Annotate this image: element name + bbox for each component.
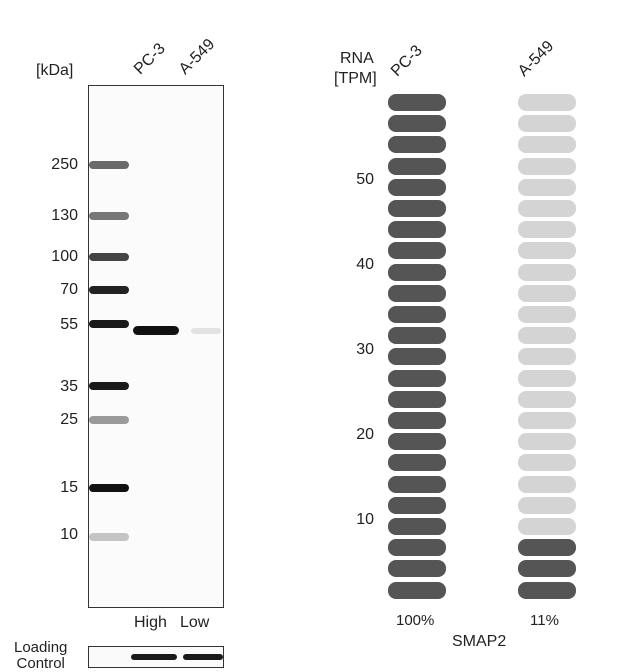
sample-band-pc3 (133, 326, 179, 335)
rna-pill (518, 560, 576, 578)
rna-pill (388, 390, 446, 408)
rna-pill (518, 539, 576, 557)
rna-pill (518, 306, 576, 323)
rna-pill (518, 178, 576, 196)
rna-pill (388, 518, 446, 535)
rna-pill (518, 581, 576, 599)
rna-pill (518, 242, 576, 260)
rna-pill (388, 178, 446, 196)
rna-pill (388, 581, 446, 599)
rna-pill (388, 157, 446, 175)
rna-pill (518, 200, 576, 217)
gene-name-label: SMAP2 (452, 633, 507, 650)
rna-pill (518, 94, 576, 111)
rna-pill (388, 348, 446, 366)
ladder-band-15 (89, 484, 129, 492)
sample-band-a549 (191, 328, 221, 334)
rna-pill (388, 200, 446, 217)
lane-label-a549: A-549 (175, 35, 219, 78)
rna-pill (518, 327, 576, 345)
rna-pill (388, 115, 446, 133)
rna-pill (388, 327, 446, 345)
rna-pill (388, 369, 446, 387)
ladder-band-25 (89, 416, 129, 424)
loading-control-label: Loading Control (14, 639, 68, 672)
rna-pill (388, 539, 446, 557)
rna-percent-a549: 11% (530, 612, 559, 629)
label-low: Low (180, 614, 210, 631)
rna-pill (388, 242, 446, 260)
rna-pill (388, 306, 446, 323)
western-blot-image (88, 85, 224, 608)
rna-pill (518, 454, 576, 472)
rna-pill-column-pc3 (388, 0, 446, 670)
rna-pill (518, 348, 576, 366)
rna-ytick-30: 30 (356, 341, 374, 358)
lane-label-pc3: PC-3 (130, 40, 169, 78)
ladder-band-250 (89, 161, 129, 169)
marker-label-25: 25 (60, 411, 78, 428)
kda-unit-label: [kDa] (36, 62, 74, 79)
rna-pill (518, 433, 576, 451)
marker-label-35: 35 (60, 378, 78, 395)
rna-pill (388, 433, 446, 451)
rna-axis-label-line1: RNA (340, 50, 374, 67)
label-high: High (134, 614, 167, 631)
ladder-band-100 (89, 253, 129, 261)
ladder-band-10 (89, 533, 129, 541)
loading-band-pc3 (131, 654, 177, 660)
rna-percent-pc3: 100% (396, 612, 435, 629)
rna-pill (388, 284, 446, 302)
rna-ytick-40: 40 (356, 256, 374, 273)
marker-label-100: 100 (51, 248, 78, 265)
rna-pill (518, 263, 576, 281)
rna-pill (388, 496, 446, 514)
rna-pill (388, 412, 446, 429)
rna-pill (518, 496, 576, 514)
rna-pill (518, 136, 576, 154)
rna-pill (388, 136, 446, 154)
marker-label-15: 15 (60, 479, 78, 496)
marker-label-10: 10 (60, 526, 78, 543)
ladder-band-55 (89, 320, 129, 328)
rna-ytick-50: 50 (356, 171, 374, 188)
ladder-band-35 (89, 382, 129, 390)
marker-label-70: 70 (60, 281, 78, 298)
rna-pill (518, 475, 576, 493)
rna-pill (388, 94, 446, 111)
rna-pill (518, 369, 576, 387)
ladder-band-70 (89, 286, 129, 294)
marker-label-250: 250 (51, 156, 78, 173)
rna-pill (518, 115, 576, 133)
rna-pill (388, 560, 446, 578)
ladder-band-130 (89, 212, 129, 220)
rna-pill (388, 454, 446, 472)
loading-band-a549 (183, 654, 223, 660)
rna-pill (518, 390, 576, 408)
rna-pill (518, 221, 576, 239)
rna-ytick-20: 20 (356, 426, 374, 443)
rna-ytick-10: 10 (356, 511, 374, 528)
rna-pill (518, 284, 576, 302)
marker-label-55: 55 (60, 316, 78, 333)
rna-pill (388, 221, 446, 239)
rna-pill (518, 518, 576, 535)
rna-axis-label-line2: [TPM] (334, 70, 377, 87)
rna-pill (518, 412, 576, 429)
marker-label-130: 130 (51, 207, 78, 224)
rna-pill (388, 475, 446, 493)
rna-pill-column-a549 (518, 0, 576, 670)
loading-control-blot (88, 646, 224, 668)
rna-pill (518, 157, 576, 175)
rna-pill (388, 263, 446, 281)
